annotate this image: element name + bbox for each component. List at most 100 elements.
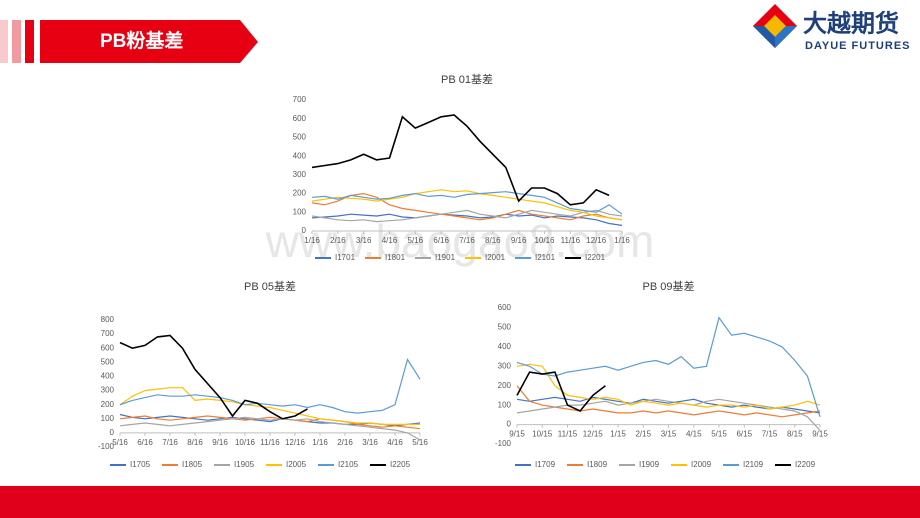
legend-label: I1801 — [385, 253, 406, 262]
x-tick-label: 8/16 — [187, 438, 203, 447]
x-tick-label: 9/15 — [509, 430, 525, 439]
legend-label: I2109 — [743, 460, 764, 469]
x-tick-label: 1/16 — [312, 438, 328, 447]
series-line — [311, 189, 623, 221]
x-tick-label: 4/15 — [686, 430, 702, 439]
x-tick-label: 6/15 — [736, 430, 752, 439]
y-tick-label: -100 — [495, 439, 512, 448]
series-line — [311, 192, 623, 221]
x-tick-label: 12/15 — [583, 430, 604, 439]
x-tick-label: 10/16 — [235, 438, 256, 447]
x-tick-label: 7/16 — [459, 236, 475, 245]
x-tick-label: 8/15 — [787, 430, 803, 439]
x-tick-label: 1/16 — [304, 236, 320, 245]
legend-label: I2101 — [535, 253, 556, 262]
title-banner — [40, 20, 258, 63]
y-tick-label: 0 — [507, 420, 512, 429]
series-line — [119, 416, 421, 441]
y-tick-label: 300 — [101, 386, 115, 395]
legend-label: I1805 — [182, 460, 203, 469]
y-tick-label: 400 — [101, 372, 115, 381]
y-tick-label: 500 — [101, 357, 115, 366]
x-tick-label: 1/15 — [610, 430, 626, 439]
x-tick-label: 11/16 — [561, 236, 581, 245]
x-tick-label: 2/16 — [337, 438, 353, 447]
series-line — [119, 334, 308, 420]
x-tick-label: 9/16 — [511, 236, 527, 245]
x-tick-label: 9/16 — [212, 438, 228, 447]
legend-label: I1705 — [130, 460, 151, 469]
series-line — [119, 358, 421, 414]
series-line — [311, 209, 623, 223]
y-tick-label: 200 — [293, 189, 307, 198]
y-tick-label: 100 — [101, 414, 115, 423]
x-tick-label: 4/16 — [382, 236, 398, 245]
y-tick-label: 300 — [293, 170, 307, 179]
x-tick-label: 8/16 — [485, 236, 501, 245]
y-tick-label: 800 — [101, 315, 115, 324]
legend-label: I2205 — [390, 460, 411, 469]
slide-title: PB粉基差 — [100, 29, 183, 52]
x-tick-label: 10/16 — [534, 236, 555, 245]
series-line — [311, 191, 623, 215]
legend-label: I2201 — [585, 253, 606, 262]
x-tick-label: 11/16 — [260, 438, 280, 447]
y-tick-label: 600 — [293, 114, 307, 123]
x-tick-label: 10/15 — [532, 430, 553, 439]
x-tick-label: 1/16 — [614, 236, 630, 245]
x-tick-label: 2/15 — [635, 430, 651, 439]
legend-label: I2105 — [338, 460, 359, 469]
x-tick-label: 3/15 — [661, 430, 677, 439]
x-tick-label: 6/16 — [433, 236, 449, 245]
legend-label: I1701 — [335, 253, 356, 262]
y-tick-label: 0 — [110, 428, 115, 437]
chart-title: PB 09基差 — [643, 279, 695, 293]
x-tick-label: 7/16 — [162, 438, 178, 447]
y-tick-label: 100 — [498, 400, 512, 409]
y-tick-label: -100 — [98, 442, 115, 451]
legend-label: I2009 — [691, 460, 712, 469]
x-tick-label: 3/16 — [356, 236, 372, 245]
y-tick-label: 700 — [293, 95, 307, 104]
y-tick-label: 600 — [101, 343, 115, 352]
stripe — [25, 20, 34, 63]
y-tick-label: 200 — [498, 381, 512, 390]
series-line — [119, 415, 421, 430]
x-tick-label: 5/16 — [408, 236, 424, 245]
legend-label: I2001 — [485, 253, 506, 262]
chart-title: PB 01基差 — [441, 72, 493, 86]
x-tick-label: 12/16 — [586, 236, 607, 245]
logo-name: 大越期货 — [803, 9, 899, 37]
y-tick-label: 700 — [101, 329, 115, 338]
series-line — [516, 316, 821, 417]
x-tick-label: 11/15 — [558, 430, 578, 439]
legend-label: I1809 — [587, 460, 608, 469]
x-tick-label: 4/16 — [387, 438, 403, 447]
chart-title: PB 05基差 — [244, 279, 296, 293]
series-line — [119, 387, 420, 425]
legend-label: I1909 — [639, 460, 660, 469]
y-tick-label: 600 — [498, 303, 512, 312]
stripe — [0, 20, 8, 63]
series-line — [311, 114, 610, 206]
y-tick-label: 400 — [293, 151, 307, 160]
x-tick-label: 2/16 — [330, 236, 346, 245]
x-tick-label: 12/16 — [285, 438, 306, 447]
series-line — [516, 371, 606, 412]
series-line — [311, 213, 623, 226]
y-tick-label: 500 — [293, 133, 307, 142]
y-tick-label: 400 — [498, 342, 512, 351]
series-line — [516, 363, 821, 410]
x-tick-label: 5/16 — [412, 438, 428, 447]
legend-label: I2005 — [286, 460, 307, 469]
x-tick-label: 9/15 — [812, 430, 828, 439]
y-tick-label: 200 — [101, 400, 115, 409]
y-tick-label: 100 — [293, 207, 307, 216]
logo-mark — [753, 4, 797, 48]
x-tick-label: 3/16 — [362, 438, 378, 447]
legend-label: I2209 — [795, 460, 816, 469]
y-tick-label: 0 — [302, 226, 307, 235]
legend-label: I1901 — [435, 253, 456, 262]
